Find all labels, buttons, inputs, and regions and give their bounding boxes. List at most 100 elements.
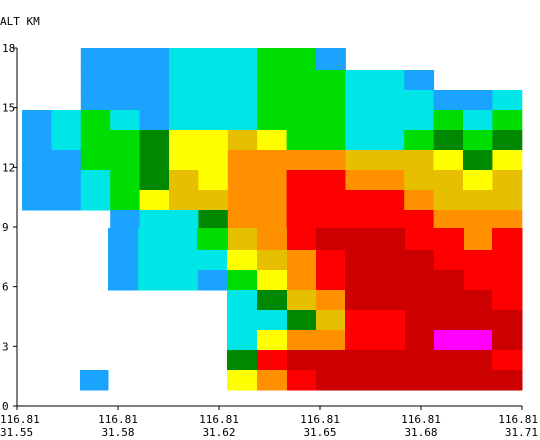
x-tick-label-lat: 31.68 <box>404 426 437 439</box>
heatmap-cell <box>345 70 405 91</box>
heatmap-cell <box>286 130 346 151</box>
heatmap-cell <box>345 110 435 131</box>
heatmap-cell <box>434 250 523 271</box>
y-axis: ALT KM 0 3 6 9 12 15 18 <box>0 15 40 413</box>
heatmap-cell <box>434 330 493 351</box>
heatmap-cell <box>108 270 139 291</box>
heatmap-cell <box>464 270 493 291</box>
heatmap-cell <box>257 290 288 311</box>
heatmap-cell <box>227 370 258 391</box>
heatmap-cell <box>198 170 229 191</box>
heatmap-cell <box>257 90 346 111</box>
heatmap-cell <box>227 130 258 151</box>
heatmap-cell <box>80 48 170 71</box>
y-tick-label: 6 <box>2 281 9 294</box>
heatmap-cell <box>345 350 493 371</box>
heatmap-cell <box>138 270 199 291</box>
heatmap-cell <box>257 70 346 91</box>
heatmap-cell <box>22 170 82 191</box>
heatmap-cell <box>345 130 405 151</box>
heatmap-cell <box>433 210 523 229</box>
y-tick-label: 18 <box>2 42 15 55</box>
heatmap-cell <box>227 290 258 311</box>
heatmap-cell <box>286 190 405 211</box>
heatmap-cell <box>257 350 288 371</box>
x-tick-label-lat: 31.71 <box>505 426 538 439</box>
heatmap-cell <box>257 330 288 351</box>
heatmap-cell <box>227 350 258 371</box>
heatmap-cell <box>316 310 346 331</box>
heatmap-cell <box>287 350 346 371</box>
heatmap-cell <box>492 110 523 131</box>
heatmap-cell <box>257 130 288 151</box>
heatmap-cell <box>492 150 523 171</box>
heatmap-cell <box>492 370 523 391</box>
heatmap-cell <box>139 170 170 191</box>
heatmap-cell <box>345 150 435 171</box>
heatmap-cell <box>169 110 258 131</box>
heatmap-cell <box>287 370 317 391</box>
heatmap-cell <box>434 270 465 291</box>
heatmap-cell <box>139 150 170 171</box>
heatmap-cell <box>345 270 435 291</box>
y-axis-label: ALT KM <box>0 15 40 28</box>
heatmap-cell <box>257 48 317 71</box>
x-tick-label-lon: 116.81 <box>98 413 138 426</box>
x-tick-label-lat: 31.65 <box>303 426 336 439</box>
heatmap-cell <box>139 190 170 211</box>
heatmap-cell <box>80 150 141 171</box>
heatmap-cell <box>492 310 523 331</box>
heatmap-cell <box>51 110 82 131</box>
heatmap-cell <box>22 150 82 171</box>
heatmap-cell <box>22 130 52 151</box>
heatmap-cell <box>198 270 229 291</box>
heatmap-cell <box>138 228 198 251</box>
heatmap-cell <box>405 330 435 351</box>
x-tick-label-lat: 31.55 <box>0 426 33 439</box>
heatmap-cell <box>492 350 523 371</box>
heatmap-cell <box>345 90 435 111</box>
heatmap-cell <box>257 370 288 391</box>
heatmap-cell <box>345 228 406 251</box>
heatmap-cell <box>405 310 493 331</box>
x-tick-label-lon: 116.81 <box>300 413 340 426</box>
heatmap-cell <box>169 70 258 91</box>
heatmap-cell <box>463 110 493 131</box>
heatmap-cell <box>227 170 288 191</box>
heatmap-cell <box>169 48 258 71</box>
heatmap-cell <box>169 90 258 111</box>
heatmap-cell <box>139 210 199 229</box>
heatmap-cell <box>404 70 435 91</box>
heatmap-cell <box>22 110 52 131</box>
heatmap-cell <box>433 190 523 211</box>
heatmap-cell <box>139 110 170 131</box>
heatmap-cell <box>492 330 523 351</box>
heatmap-cell <box>51 130 82 151</box>
heatmap-cell <box>169 190 229 211</box>
y-tick-label: 12 <box>2 161 15 174</box>
heatmap-cell <box>433 110 464 131</box>
heatmap-cell <box>287 250 317 271</box>
heatmap-cell <box>405 290 493 311</box>
x-tick-label-lat: 31.58 <box>101 426 134 439</box>
heatmap-cell <box>227 250 258 271</box>
heatmap-cell <box>110 190 141 211</box>
heatmap-cell <box>316 48 346 71</box>
heatmap-cell <box>287 270 317 291</box>
x-tick-label-lon: 116.81 <box>0 413 40 426</box>
heatmap-cell <box>316 250 346 271</box>
heatmap-cell <box>227 210 288 229</box>
heatmap-cell <box>227 330 258 351</box>
heatmap-cell <box>492 270 523 291</box>
heatmap-cell <box>316 290 346 311</box>
heatmap-cell <box>463 130 493 151</box>
heatmap-cells <box>22 48 523 391</box>
heatmap-cell <box>463 170 493 191</box>
heatmap-cell <box>80 190 111 211</box>
heatmap-cell <box>257 110 346 131</box>
heatmap-cell <box>434 228 465 251</box>
heatmap-cell <box>169 170 199 191</box>
heatmap-cell <box>228 228 258 251</box>
heatmap-cell <box>404 170 464 191</box>
